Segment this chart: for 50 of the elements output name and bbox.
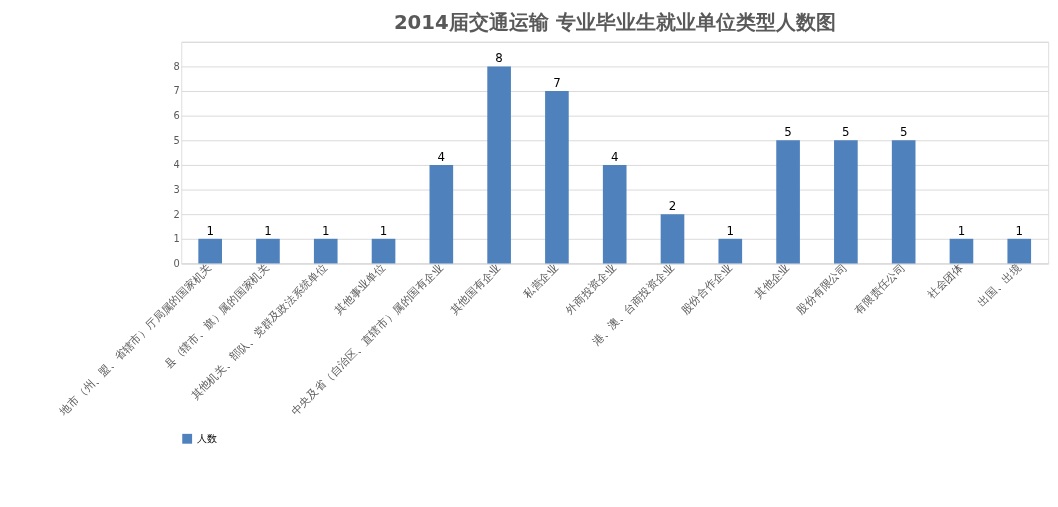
x-tick-label: 其他企业 [751,260,793,302]
bar [834,140,858,264]
data-label: 2 [668,199,677,214]
bar [602,164,627,264]
data-label: 4 [610,149,619,164]
data-label: 4 [437,149,446,164]
x-tick-label: 社会团体 [925,260,966,302]
x-tick-label: 其他国有企业 [447,260,504,317]
bar [256,238,280,264]
y-tick-label: 6 [173,110,180,122]
y-tick-label: 8 [173,60,180,72]
x-tick-label: 外商投资企业 [563,260,619,317]
bar [313,238,338,264]
data-label: 7 [553,76,561,91]
bar [429,164,454,264]
data-label: 5 [842,125,850,140]
bar [776,140,800,264]
y-tick-label: 3 [173,184,180,195]
bar [660,214,685,264]
y-tick-label: 7 [173,85,180,97]
bar [1007,238,1032,264]
bar [198,238,222,264]
x-tick-label: 有限责任公司 [852,260,908,317]
data-label: 5 [899,125,908,140]
data-label: 1 [1015,223,1024,238]
data-label: 1 [264,223,272,238]
y-tick-label: 0 [173,257,180,269]
x-tick-label: 股份合作企业 [678,260,735,317]
bar [371,238,396,264]
bar [487,66,511,264]
data-label: 1 [206,223,214,238]
y-tick-label: 1 [173,233,180,245]
bar [545,91,569,264]
bar [718,238,743,264]
data-label: 1 [726,223,735,238]
x-tick-label: 出国、出境 [975,260,1024,309]
data-label: 1 [379,223,388,238]
y-tick-label: 5 [173,134,180,146]
data-label: 8 [495,51,503,66]
data-label: 5 [784,125,792,140]
data-label: 1 [321,223,330,238]
chart-title: 2014届交通运输 专业毕业生就业单位类型人数图 [393,10,836,34]
legend-label: 人数 [197,432,218,444]
bar [891,140,916,264]
data-label: 1 [957,223,966,238]
bar [949,238,974,264]
x-tick-label: 私营企业 [520,260,562,302]
y-tick-label: 2 [173,208,180,220]
y-tick-label: 4 [173,159,180,171]
x-tick-label: 股份有限公司 [794,260,851,317]
